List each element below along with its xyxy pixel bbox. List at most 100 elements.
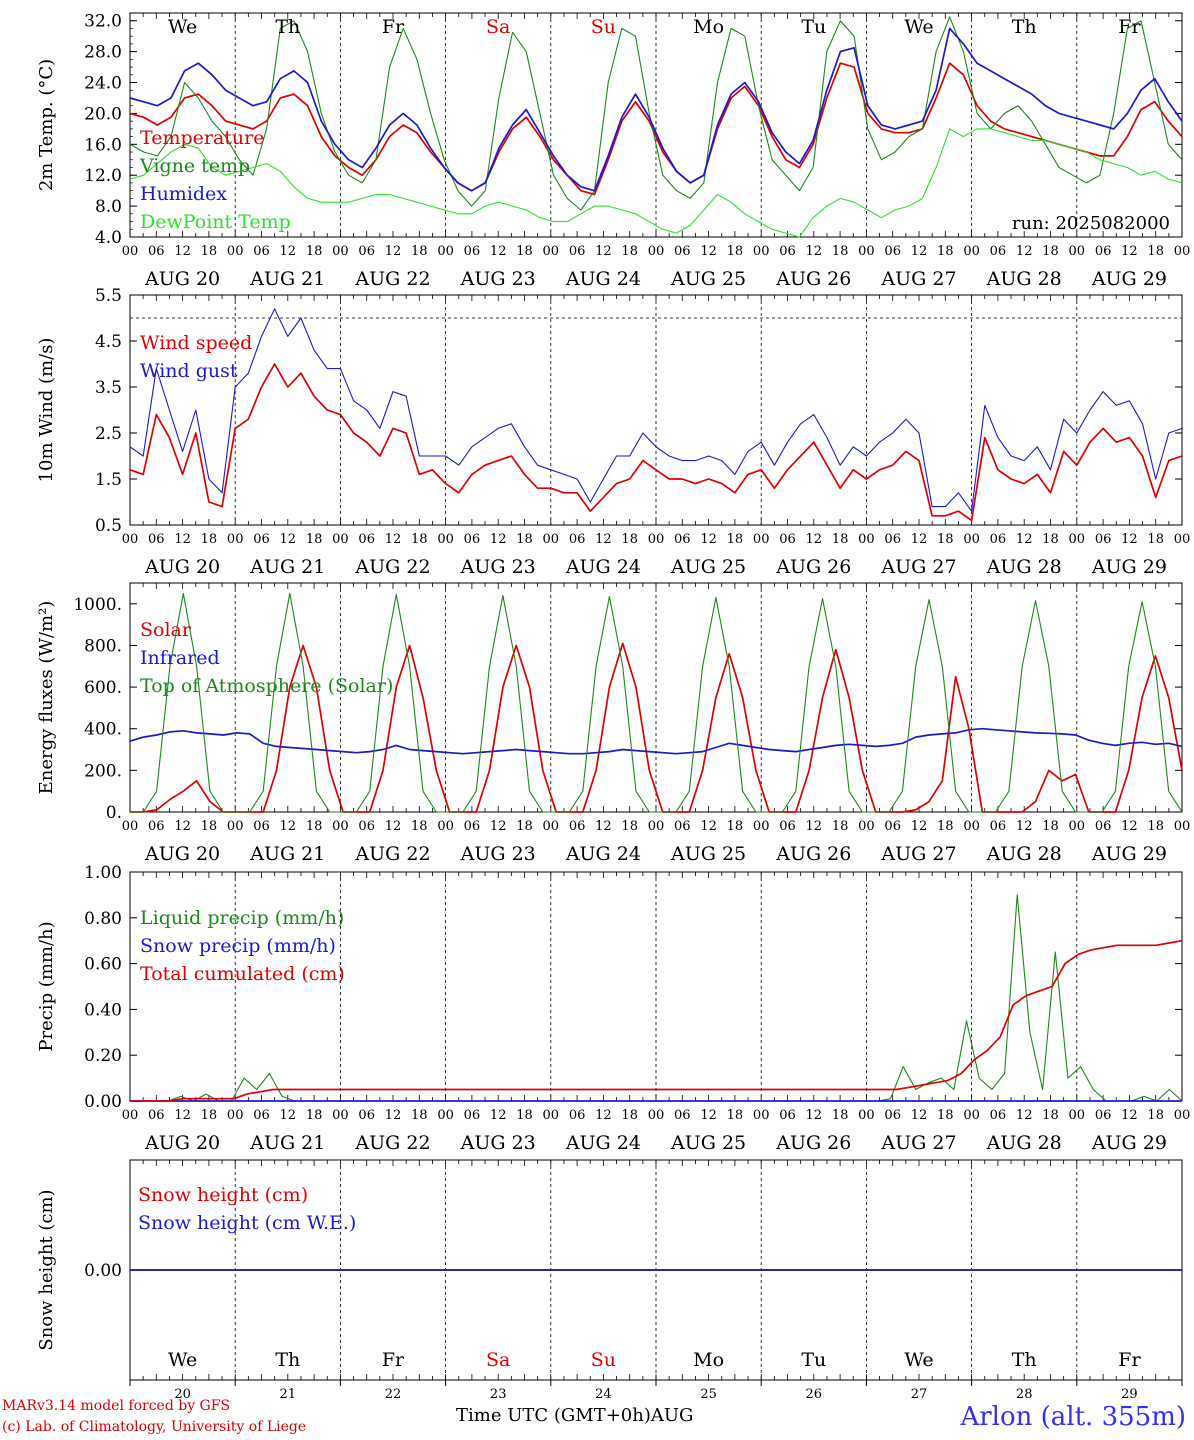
x-hour-label: 06 (779, 1108, 796, 1123)
x-hour-label: 12 (1016, 819, 1033, 834)
weekday-label: Fr (382, 16, 405, 38)
x-hour-label: 12 (911, 819, 928, 834)
series-line-total-cumulated-cm- (130, 939, 1183, 1102)
y-tick-label: 3.5 (95, 378, 122, 398)
x-date-label: AUG 22 (354, 268, 430, 290)
y-tick-label: 1.00 (84, 863, 122, 883)
x-hour-label: 06 (884, 532, 901, 547)
weekday-label: Sa (486, 1349, 510, 1371)
x-hour-label: 00 (543, 1108, 560, 1123)
weekday-label: Su (591, 1349, 616, 1371)
weekday-label: Fr (1118, 16, 1141, 38)
x-hour-label: 06 (464, 1108, 481, 1123)
x-hour-label: 06 (569, 1108, 586, 1123)
x-hour-label: 12 (385, 1108, 402, 1123)
legend-entry: Wind gust (140, 360, 238, 382)
weekday-label: We (904, 1349, 933, 1371)
weekday-label: Mo (693, 1349, 724, 1371)
x-hour-label: 06 (358, 1108, 375, 1123)
x-hour-label: 06 (884, 244, 901, 259)
x-hour-label: 00 (332, 819, 349, 834)
weekday-label: We (904, 16, 933, 38)
x-hour-label: 12 (490, 819, 507, 834)
legend-entry: Vigne temp (139, 155, 250, 177)
run-label: run: 2025082000 (1012, 213, 1170, 234)
x-hour-label: 00 (753, 819, 770, 834)
x-hour-label: 00 (1174, 1108, 1191, 1123)
legend-entry: Snow height (cm) (138, 1184, 308, 1206)
x-hour-label: 12 (490, 532, 507, 547)
x-hour-label: 06 (779, 819, 796, 834)
series-line-top-of-atmosphere-solar- (130, 592, 1183, 813)
x-date-label: AUG 20 (144, 268, 220, 290)
x-day-number: 21 (280, 1387, 297, 1402)
x-hour-label: 00 (122, 819, 139, 834)
x-hour-label: 00 (1069, 244, 1086, 259)
x-hour-label: 18 (937, 532, 954, 547)
x-date-label: AUG 27 (880, 556, 956, 578)
weekday-label: Tu (801, 1349, 826, 1371)
y-tick-label: 0.40 (84, 1000, 122, 1020)
x-hour-label: 00 (332, 532, 349, 547)
x-hour-label: 12 (700, 819, 717, 834)
x-date-label: AUG 22 (354, 843, 430, 865)
x-hour-label: 06 (253, 819, 270, 834)
x-hour-label: 12 (1016, 244, 1033, 259)
x-hour-label: 18 (727, 819, 744, 834)
y-tick-label: 20.0 (84, 104, 122, 124)
x-hour-label: 06 (464, 532, 481, 547)
x-hour-label: 00 (963, 1108, 980, 1123)
series-line-dewpoint-temp (129, 128, 1183, 238)
y-tick-label: 2.5 (95, 424, 122, 444)
legend-entry: Wind speed (140, 332, 252, 354)
x-hour-label: 00 (858, 244, 875, 259)
x-day-number: 24 (595, 1387, 612, 1402)
x-hour-label: 12 (174, 819, 191, 834)
x-date-label: AUG 23 (460, 843, 536, 865)
series-line-solar (130, 642, 1183, 813)
y-tick-label: 32.0 (84, 12, 122, 32)
x-hour-label: 12 (1016, 532, 1033, 547)
lab-credit: (c) Lab. of Climatology, University of L… (2, 1419, 307, 1435)
weekday-label: Th (1012, 1349, 1037, 1371)
x-date-label: AUG 21 (249, 268, 325, 290)
x-hour-label: 12 (174, 244, 191, 259)
legend-entry: Total cumulated (cm) (140, 963, 345, 985)
x-hour-label: 12 (385, 819, 402, 834)
x-hour-label: 18 (411, 1108, 428, 1123)
x-day-number: 26 (806, 1387, 823, 1402)
x-hour-label: 00 (648, 532, 665, 547)
legend-entry: Infrared (140, 647, 220, 669)
legend-entry: Snow height (cm W.E.) (138, 1212, 356, 1234)
x-date-label: AUG 22 (354, 1132, 430, 1154)
y-tick-label: 400. (84, 720, 122, 740)
x-date-label: AUG 20 (144, 1132, 220, 1154)
x-hour-label: 18 (516, 819, 533, 834)
x-hour-label: 00 (437, 244, 454, 259)
x-hour-label: 00 (648, 819, 665, 834)
x-hour-label: 18 (306, 1108, 323, 1123)
x-hour-label: 00 (332, 244, 349, 259)
weekday-label: Th (1012, 16, 1037, 38)
x-hour-label: 12 (1121, 819, 1138, 834)
x-hour-label: 12 (174, 1108, 191, 1123)
x-hour-label: 12 (385, 244, 402, 259)
y-tick-label: 1.5 (95, 470, 122, 490)
x-hour-label: 12 (911, 1108, 928, 1123)
x-hour-label: 18 (1147, 1108, 1164, 1123)
x-hour-label: 06 (148, 819, 165, 834)
x-day-number: 23 (490, 1387, 507, 1402)
x-hour-label: 00 (963, 244, 980, 259)
x-hour-label: 12 (1016, 1108, 1033, 1123)
x-hour-label: 00 (1069, 819, 1086, 834)
legend-entry: Liquid precip (mm/h) (140, 907, 344, 929)
x-hour-label: 12 (280, 1108, 297, 1123)
x-date-label: AUG 27 (880, 1132, 956, 1154)
x-hour-label: 00 (1174, 532, 1191, 547)
series-line-infrared (129, 727, 1183, 755)
x-hour-label: 12 (806, 244, 823, 259)
x-date-label: AUG 24 (565, 268, 641, 290)
x-hour-label: 06 (464, 244, 481, 259)
x-day-number: 29 (1121, 1387, 1138, 1402)
